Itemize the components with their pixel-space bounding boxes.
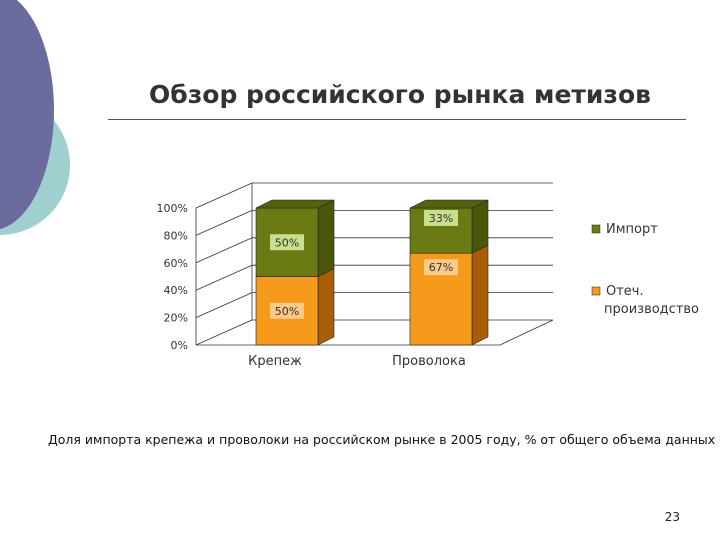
- y-tick-label: 40%: [164, 284, 188, 297]
- data-label: 33%: [429, 212, 453, 225]
- title-divider: [108, 119, 686, 120]
- bar-top: [409, 199, 489, 209]
- bar-side: [471, 244, 489, 346]
- legend-label: Импорт: [606, 222, 658, 237]
- chart-caption: Доля импорта крепежа и проволоки на росс…: [48, 432, 720, 447]
- stacked-bar-chart: 0% 20% 40% 60% 80% 100% 50% 50% Крепеж 67% 33% Пров…: [157, 182, 699, 369]
- gridline-diagonal: [195, 210, 253, 236]
- y-tick-label: 60%: [164, 257, 188, 270]
- floor-right-edge: [499, 319, 554, 346]
- legend-swatch: [591, 286, 601, 296]
- data-label-background: [270, 302, 304, 319]
- page-number: 23: [664, 510, 680, 524]
- decorative-circles: [0, 0, 70, 235]
- data-label: 50%: [275, 305, 299, 318]
- y-tick-label: 20%: [164, 312, 188, 325]
- bar-side: [317, 268, 335, 346]
- bar-top: [255, 199, 335, 209]
- bar-side: [317, 199, 335, 277]
- gridline-diagonal: [195, 319, 253, 346]
- gridline-diagonal: [195, 264, 253, 291]
- legend-swatch: [591, 224, 601, 234]
- bar-side: [471, 199, 489, 254]
- x-tick-label: Проволока: [392, 354, 466, 369]
- gridline-diagonal: [195, 182, 253, 209]
- purple-circle-decoration: [0, 0, 54, 229]
- gridline-diagonal: [195, 237, 253, 264]
- y-tick-label: 100%: [157, 202, 188, 215]
- bar-segment: [409, 207, 473, 254]
- data-label: 50%: [275, 236, 299, 249]
- data-label-background: [424, 259, 458, 276]
- gridline-diagonal: [195, 292, 253, 318]
- data-label: 67%: [429, 261, 453, 274]
- y-tick-label: 80%: [164, 229, 188, 242]
- x-tick-label: Крепеж: [248, 354, 302, 369]
- data-label-background: [424, 210, 458, 226]
- y-tick-label: 0%: [171, 339, 188, 352]
- legend-label: Отеч. производство: [604, 284, 699, 317]
- data-label-background: [270, 234, 304, 251]
- slide-title: Обзор российского рынка метизов: [149, 80, 651, 109]
